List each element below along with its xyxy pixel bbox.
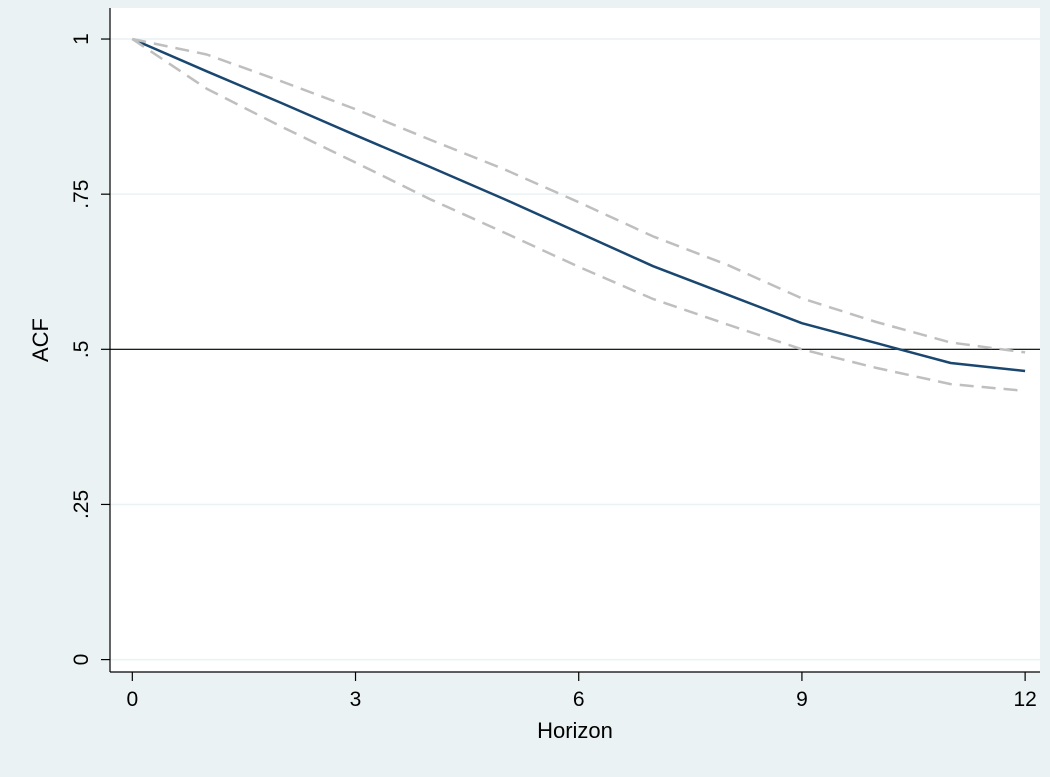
confidence-band-line-2: [131, 37, 1026, 393]
plot-area: [110, 8, 1040, 672]
x-tick-label: 0: [126, 688, 138, 711]
y-axis-label: ACF: [28, 318, 53, 362]
axes: 0 3 6 9 12 0 .25 .5 .75 1: [70, 8, 1040, 711]
y-tick-label: .25: [70, 490, 93, 519]
y-tick-label: 1: [70, 33, 93, 45]
y-tick-label: .5: [70, 341, 93, 359]
x-tick-label: 9: [796, 688, 808, 711]
confidence-band-line-1: [132, 37, 1026, 354]
x-axis-label: Horizon: [537, 718, 613, 743]
x-tick-label: 6: [573, 688, 585, 711]
series-group: [131, 37, 1026, 393]
y-tick-label: .75: [70, 180, 93, 209]
x-tick-label: 12: [1013, 688, 1036, 711]
acf-line: [131, 37, 1026, 373]
y-tick-label: 0: [70, 654, 93, 666]
x-tick-label: 3: [350, 688, 362, 711]
